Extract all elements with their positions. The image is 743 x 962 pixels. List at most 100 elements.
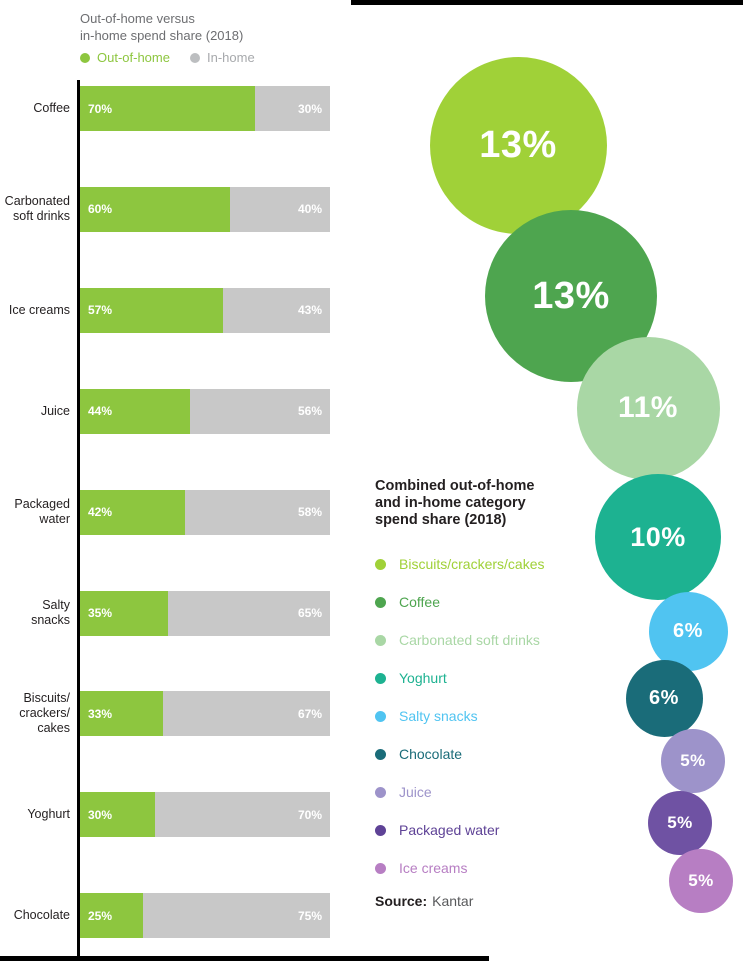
legend-item: Juice: [375, 773, 544, 811]
bar-segment-in-home: 40%: [230, 186, 330, 232]
bar-category-label: Ice creams: [0, 288, 70, 333]
bubble-chart-legend: Biscuits/crackers/cakes Coffee Carbonated …: [375, 545, 544, 887]
bar-category-label: Packaged water: [0, 490, 70, 535]
bar-category-label-line: cakes: [37, 721, 70, 736]
bar-track: 35% 65%: [80, 590, 330, 636]
bar-value-in-home: 40%: [297, 202, 322, 217]
bar-segment-in-home: 65%: [167, 590, 330, 636]
bar-category-label: Salty snacks: [0, 591, 70, 636]
bar-category-label-line: Juice: [40, 403, 70, 418]
bar-category-label-text: Coffee: [33, 101, 70, 116]
bubble: 11%: [576, 336, 720, 480]
bar-row: Carbonated soft drinks 60% 40%: [0, 186, 350, 232]
bar-segment-in-home: 30%: [255, 86, 330, 131]
legend-item: Out-of-home: [80, 50, 170, 65]
bar-category-label-text: Ice creams: [9, 303, 70, 318]
bar-value-in-home: 58%: [297, 505, 322, 520]
bar-value-in-home: 75%: [297, 908, 322, 923]
bar-value-out-of-home: 44%: [88, 404, 113, 419]
legend-item: Salty snacks: [375, 697, 544, 735]
bar-segment-in-home: 58%: [185, 489, 330, 535]
legend-item: Ice creams: [375, 849, 544, 887]
bubble: 13%: [429, 56, 607, 234]
bar-segment-in-home: 43%: [222, 287, 330, 333]
bubble-chart-title-line: and in-home category: [375, 495, 526, 511]
bar-value-in-home: 65%: [297, 606, 322, 620]
legend-dot: [375, 596, 386, 608]
legend-dot: [375, 710, 386, 722]
bubble-chart-title-line: Combined out-of-home: [375, 478, 535, 494]
legend-label: Juice: [399, 784, 432, 800]
bar-category-label: Yoghurt: [0, 792, 70, 837]
bar-row: Ice creams 57% 43%: [0, 287, 350, 333]
bar-value-out-of-home: 25%: [88, 908, 113, 923]
legend-label: Packaged water: [399, 822, 500, 838]
bar-track: 30% 70%: [80, 792, 330, 838]
bar-value-out-of-home: 35%: [88, 606, 113, 620]
bar-track: 44% 56%: [80, 388, 330, 434]
legend-item: Chocolate: [375, 735, 544, 773]
bar-category-label-line: Biscuits/: [23, 691, 70, 706]
legend-label: Out-of-home: [97, 50, 170, 65]
legend-item: Coffee: [375, 583, 544, 621]
bar-category-label-line: Coffee: [33, 101, 70, 115]
legend-item: Carbonated soft drinks: [375, 621, 544, 659]
bar-value-in-home: 56%: [297, 404, 322, 419]
bar-track: 33% 67%: [80, 691, 330, 737]
bar-row: Juice 44% 56%: [0, 388, 350, 434]
legend-dot: [375, 786, 386, 798]
bar-category-label-text: Yoghurt: [27, 807, 70, 822]
bar-row: Chocolate 25% 75%: [0, 893, 350, 939]
top-border-line: [351, 0, 743, 5]
bar-category-label-text: Biscuits/crackers/cakes: [19, 691, 70, 736]
bar-category-label-text: Packaged water: [14, 497, 70, 527]
bar-category-label-line: Packaged: [14, 497, 70, 512]
bar-category-label-text: Juice: [41, 404, 70, 419]
bar-category-label: Carbonated soft drinks: [0, 187, 70, 232]
bar-segment-out-of-home: 25%: [80, 893, 143, 939]
legend-item: In-home: [189, 50, 255, 65]
bar-category-label-line: Ice creams: [8, 302, 70, 317]
bar-value-out-of-home: 42%: [88, 505, 113, 520]
bar-category-label-text: Chocolate: [14, 908, 70, 923]
bar-segment-out-of-home: 44%: [80, 388, 190, 434]
bubble: 5%: [661, 729, 725, 793]
bar-category-label-line: water: [39, 512, 70, 527]
bar-value-in-home: 30%: [297, 101, 322, 116]
bar-segment-out-of-home: 33%: [80, 691, 163, 737]
bar-category-label-line: snacks: [31, 613, 70, 627]
legend-item: Biscuits/crackers/cakes: [375, 545, 544, 583]
bar-category-label: Chocolate: [0, 893, 70, 938]
bar-track: 42% 58%: [80, 489, 330, 535]
bar-track: 70% 30%: [80, 86, 330, 131]
bar-segment-out-of-home: 57%: [80, 287, 223, 333]
bar-value-out-of-home: 33%: [88, 706, 113, 721]
bar-category-label-line: Carbonated: [4, 194, 70, 209]
left-chart-legend: Out-of-home In-home: [80, 50, 255, 65]
bar-row: Yoghurt 30% 70%: [0, 792, 350, 838]
bubble: 6%: [648, 591, 728, 671]
source-value: Kantar: [432, 893, 474, 909]
bar-segment-in-home: 70%: [155, 792, 330, 838]
bar-value-in-home: 43%: [297, 303, 322, 318]
legend-label: Ice creams: [399, 860, 468, 876]
bottom-border-line: [0, 956, 489, 961]
bar-category-label-line: Salty: [42, 598, 70, 612]
bar-category-label: Coffee: [0, 86, 70, 131]
legend-item: Packaged water: [375, 811, 544, 849]
left-chart-title: Out-of-home versus in-home spend share (2…: [80, 10, 243, 44]
bar-value-out-of-home: 30%: [88, 807, 113, 822]
bar-track: 57% 43%: [80, 287, 330, 333]
source-note: Source: Kantar: [375, 893, 473, 909]
legend-label: In-home: [206, 50, 255, 65]
legend-dot: [375, 824, 386, 836]
bar-row: Salty snacks 35% 65%: [0, 590, 350, 636]
legend-label: Biscuits/crackers/cakes: [399, 556, 545, 572]
bubble: 10%: [595, 474, 721, 600]
bubble-chart-title: Combined out-of-home and in-home category…: [375, 478, 534, 529]
bar-segment-in-home: 75%: [142, 893, 330, 939]
bubble: 6%: [625, 659, 703, 737]
left-chart-title-line: Out-of-home versus: [80, 11, 195, 26]
bar-category-label-line: Chocolate: [13, 908, 70, 923]
